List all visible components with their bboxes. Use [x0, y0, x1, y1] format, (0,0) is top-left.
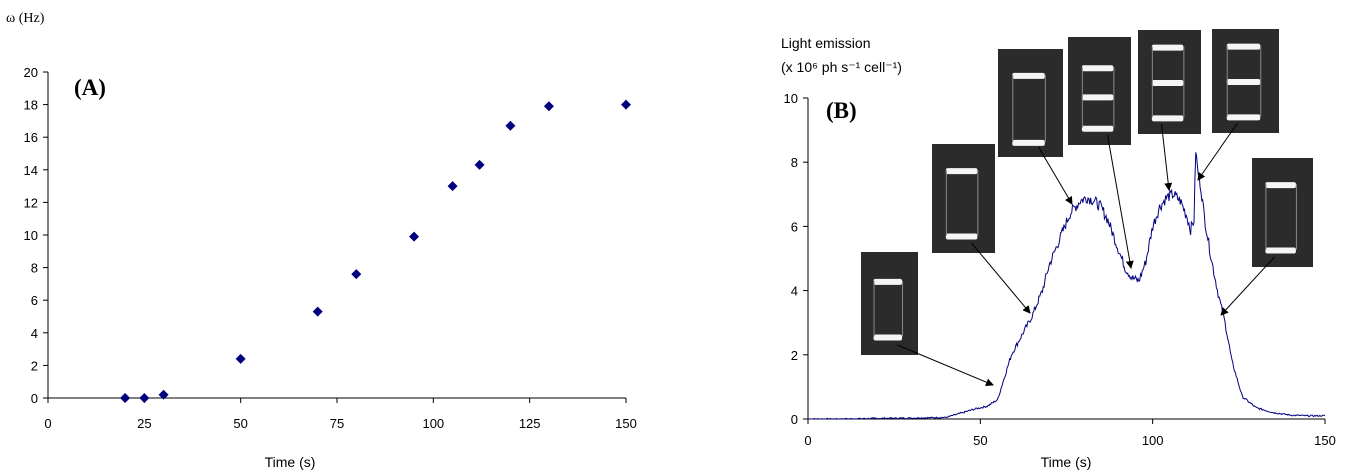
panel-a-data-point — [158, 389, 169, 400]
cell-image — [932, 144, 995, 253]
panel-a-y-axis-label: ω (Hz) — [6, 11, 45, 26]
panel-a-data-point — [312, 306, 323, 317]
panel-b-series-line — [807, 152, 1326, 420]
panel-a-label: (A) — [74, 75, 106, 100]
panel-b-chart: Light emission (x 10⁶ ph s⁻¹ cell⁻¹) (B)… — [781, 29, 1336, 470]
panel-b-y-tick-label: 4 — [791, 284, 798, 299]
panel-a-y-tick-label: 16 — [24, 130, 38, 145]
panel-a-x-tick-label: 150 — [615, 416, 637, 431]
panel-b-y-axis-label-line1: Light emission — [781, 35, 871, 51]
panel-a-y-tick-label: 4 — [31, 326, 38, 341]
panel-b-x-tick-label: 100 — [1142, 433, 1164, 448]
arrow — [1161, 123, 1173, 191]
cell-image — [1252, 158, 1313, 267]
panel-a-y-tick-label: 12 — [24, 195, 38, 210]
panel-a-y-tick-label: 8 — [31, 261, 38, 276]
panel-a-data-point — [474, 159, 485, 170]
panel-b-x-tick-label: 50 — [973, 433, 987, 448]
panel-b-y-tick-label: 2 — [791, 348, 798, 363]
arrow — [1197, 122, 1238, 181]
panel-a-y-tick-label: 0 — [31, 391, 38, 406]
panel-a-x-tick-label: 25 — [137, 416, 151, 431]
panel-a-y-tick-label: 10 — [24, 228, 38, 243]
arrow — [897, 344, 994, 386]
arrow — [1220, 256, 1275, 316]
panel-b-x-tick-label: 150 — [1314, 433, 1336, 448]
cell-image — [1068, 37, 1131, 145]
panel-a-data-point — [447, 181, 458, 192]
panel-a-x-tick-label: 50 — [233, 416, 247, 431]
panel-a-x-tick-label: 75 — [330, 416, 344, 431]
panel-a-y-tick-label: 14 — [24, 163, 38, 178]
cell-image-insets — [861, 29, 1313, 386]
panel-a-x-tick-label: 100 — [422, 416, 444, 431]
panel-a-y-tick-label: 20 — [24, 65, 38, 80]
cell-image — [1212, 29, 1279, 133]
panel-a-data-point — [139, 393, 150, 403]
panel-a-y-tick-label: 18 — [24, 98, 38, 113]
panel-a-data-point — [120, 393, 131, 403]
cell-image — [861, 252, 918, 355]
panel-b-x-axis-label: Time (s) — [1041, 454, 1092, 470]
cell-image — [1138, 30, 1201, 134]
panel-b-label: (B) — [826, 98, 857, 123]
panel-a-data-point — [409, 231, 420, 242]
panel-a-x-axis-label: Time (s) — [265, 454, 316, 470]
panel-b-y-tick-label: 0 — [791, 412, 798, 427]
panel-b-y-tick-label: 10 — [784, 91, 798, 106]
arrow — [971, 242, 1031, 314]
panel-a-data-point — [235, 353, 246, 364]
panel-b-x-tick-label: 0 — [804, 433, 811, 448]
cell-image — [998, 49, 1063, 157]
panel-a-x-tick-label: 125 — [519, 416, 541, 431]
panel-a-data-point — [351, 269, 362, 280]
arrow — [1038, 146, 1073, 205]
panel-b-y-tick-label: 6 — [791, 219, 798, 234]
panel-a-y-tick-label: 6 — [31, 293, 38, 308]
arrow — [1107, 134, 1134, 269]
panel-a-data-point — [621, 99, 631, 110]
panel-a-data-point — [543, 101, 554, 112]
panel-a-chart: ω (Hz) (A) Time (s) 0 2 4 6 8 10 12 14 16 18 20 0 25… — [6, 11, 637, 470]
panel-b-y-tick-label: 8 — [791, 155, 798, 170]
panel-b-y-axis-label-line2: (x 10⁶ ph s⁻¹ cell⁻¹) — [781, 59, 902, 75]
panel-a-x-tick-label: 0 — [44, 416, 51, 431]
panel-a-y-tick-label: 2 — [31, 358, 38, 373]
panel-a-data-point — [505, 120, 516, 131]
